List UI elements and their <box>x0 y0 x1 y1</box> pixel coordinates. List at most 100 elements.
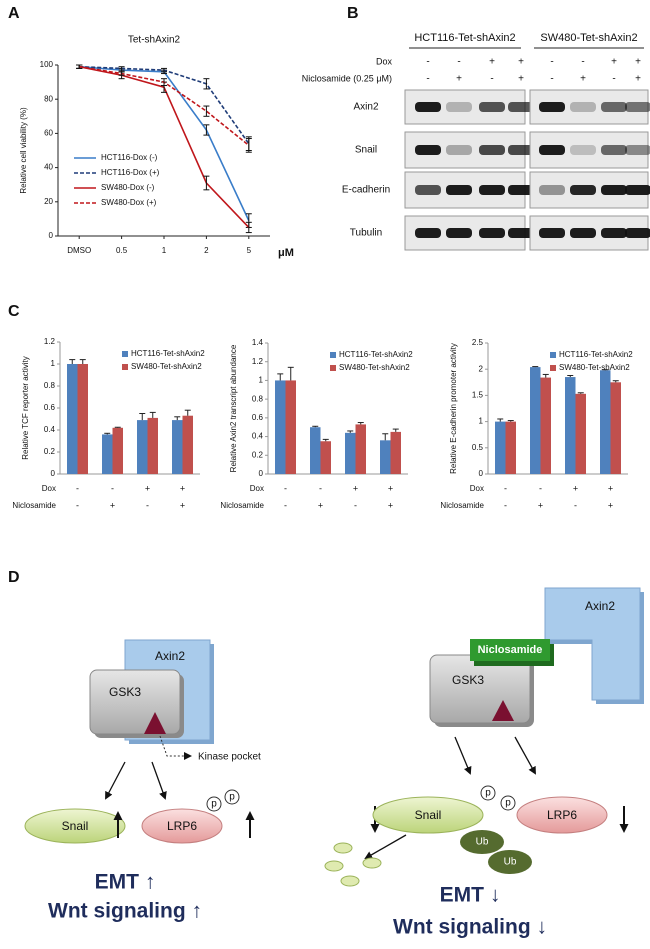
bar <box>530 367 541 474</box>
emt-label: EMT ↓ <box>440 884 501 907</box>
condition-sign: + <box>456 74 462 85</box>
bar <box>355 424 366 474</box>
condition-sign: - <box>550 57 553 68</box>
x-row-label: Niclosamide <box>12 501 56 510</box>
y-tick-label: 60 <box>44 129 53 138</box>
arrow <box>514 736 536 775</box>
y-tick-label: 0.5 <box>472 443 484 452</box>
blot-band <box>601 228 627 238</box>
blot-band <box>446 102 472 112</box>
kinase-pocket <box>492 700 514 721</box>
pocket-label: Kinase pocket <box>198 752 261 763</box>
y-tick-label: 2 <box>479 364 484 373</box>
y-tick-label: 0.2 <box>252 450 264 459</box>
bar <box>182 415 193 474</box>
x-row-value: - <box>76 500 79 510</box>
legend-swatch <box>330 352 336 358</box>
emt-label: EMT ↑ <box>95 871 156 894</box>
x-axis-label: μM <box>278 247 294 259</box>
legend-swatch <box>330 365 336 371</box>
y-tick-label: 1.5 <box>472 391 484 400</box>
blot-band <box>508 228 534 238</box>
x-tick-label: 0.5 <box>116 246 128 255</box>
phospho-label: p <box>211 799 217 810</box>
phospho <box>206 796 222 812</box>
y-tick-label: 2.5 <box>472 338 484 347</box>
y-tick-label: 0 <box>49 231 54 240</box>
blot-band <box>508 145 534 155</box>
condition-sign: + <box>518 57 524 68</box>
legend-swatch <box>122 364 128 370</box>
x-row-value: + <box>180 483 185 493</box>
y-tick-label: 0 <box>51 469 56 478</box>
bar <box>285 380 296 474</box>
bar <box>345 432 356 474</box>
blot-band <box>415 185 441 195</box>
diagram-left: Axin2 GSK3 Kinase pocket Snail LRP6 p p … <box>24 639 261 923</box>
ub-ellipse <box>460 830 504 854</box>
blot-band <box>479 228 505 238</box>
y-tick-label: 0.8 <box>44 381 56 390</box>
x-tick-label: DMSO <box>67 246 91 255</box>
y-tick-label: 0.4 <box>44 425 56 434</box>
blot-band <box>539 102 565 112</box>
y-tick-label: 100 <box>40 60 54 69</box>
blot-band <box>601 102 627 112</box>
lrp6-ellipse <box>516 796 608 834</box>
legend-label: HCT116-Dox (+) <box>101 168 160 177</box>
lrp6-label: LRP6 <box>167 819 197 833</box>
arrow <box>105 761 126 800</box>
arrow <box>454 736 472 775</box>
condition-label: Niclosamide (0.25 μM) <box>302 73 392 83</box>
blot-band <box>446 228 472 238</box>
phospho <box>224 789 240 805</box>
condition-sign: - <box>581 57 584 68</box>
x-row-value: - <box>284 483 287 493</box>
snail-ellipse <box>24 808 126 844</box>
x-row-value: - <box>539 483 542 493</box>
legend-label: HCT116-Tet-shAxin2 <box>559 350 633 359</box>
x-row-label: Niclosamide <box>440 501 484 510</box>
y-tick-label: 40 <box>44 163 53 172</box>
y-axis-label: Relative E-cadherin promoter activity <box>449 343 458 474</box>
blot-band <box>539 145 565 155</box>
condition-sign: + <box>580 74 586 85</box>
condition-sign: + <box>518 74 524 85</box>
blot-band <box>446 185 472 195</box>
legend-swatch <box>550 352 556 358</box>
bar <box>67 364 78 474</box>
x-row-value: - <box>354 500 357 510</box>
condition-label: Dox <box>376 56 393 66</box>
blot-band <box>479 145 505 155</box>
y-tick-label: 1.4 <box>252 338 264 347</box>
chart-title: Tet-shAxin2 <box>128 35 181 46</box>
axin2-label: Axin2 <box>585 599 615 613</box>
blot-band <box>601 185 627 195</box>
bar <box>575 393 586 474</box>
arrow <box>151 761 167 800</box>
legend-label: SW480-Dox (+) <box>101 198 157 207</box>
x-row-value: - <box>146 500 149 510</box>
gsk3-label: GSK3 <box>452 673 484 687</box>
condition-sign: - <box>612 74 615 85</box>
bar <box>137 420 148 474</box>
x-row-value: + <box>388 500 393 510</box>
x-row-value: + <box>145 483 150 493</box>
phospho <box>500 795 516 811</box>
y-tick-label: 0.6 <box>44 403 56 412</box>
y-tick-label: 1.2 <box>44 337 56 346</box>
snail-label: Snail <box>62 819 89 833</box>
y-tick-label: 20 <box>44 197 53 206</box>
y-tick-label: 1 <box>259 376 264 385</box>
blot-band <box>625 228 650 238</box>
legend-swatch <box>122 351 128 357</box>
lrp6-ellipse <box>141 808 223 844</box>
niclosamide-label: Niclosamide <box>478 644 543 656</box>
panel-label: A <box>8 5 20 22</box>
panel-label: C <box>8 303 20 320</box>
y-axis-label: Relative cell viability (%) <box>19 107 28 194</box>
bar <box>610 382 621 474</box>
x-row-value: - <box>504 483 507 493</box>
blot-band <box>508 102 534 112</box>
x-row-value: - <box>284 500 287 510</box>
